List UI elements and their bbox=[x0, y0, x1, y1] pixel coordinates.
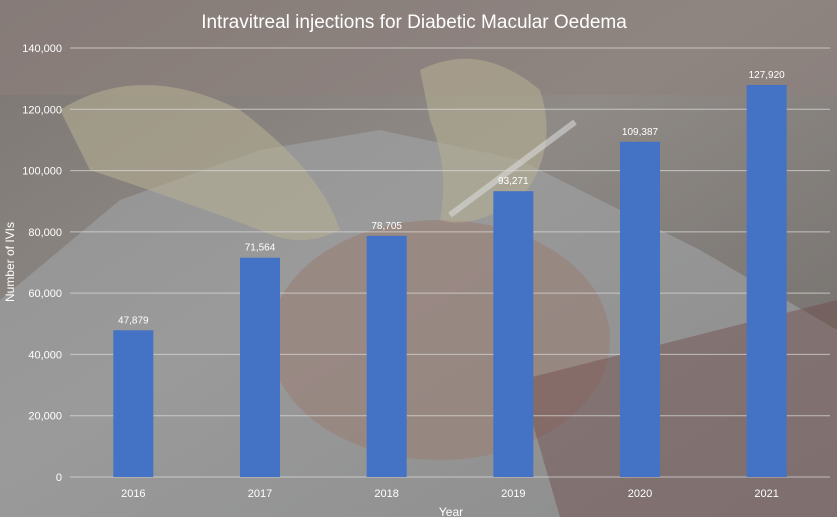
y-tick-label: 0 bbox=[56, 472, 62, 484]
y-axis-tick-labels: 0 20,000 40,000 60,000 80,000 100,000 120,000 1… bbox=[22, 43, 62, 484]
gridlines bbox=[70, 47, 830, 478]
data-label-2018: 78,705 bbox=[371, 221, 402, 232]
y-tick-label: 80,000 bbox=[28, 227, 62, 239]
data-label-2021: 127,920 bbox=[749, 70, 786, 81]
bar-2016 bbox=[113, 330, 154, 477]
x-tick-label-2021: 2021 bbox=[754, 488, 778, 500]
data-label-2019: 93,271 bbox=[498, 176, 529, 187]
x-tick-label-2017: 2017 bbox=[248, 488, 272, 500]
y-tick-label: 100,000 bbox=[22, 166, 62, 178]
bar-2017 bbox=[240, 257, 280, 477]
chart-title: Intravitreal injections for Diabetic Mac… bbox=[201, 12, 627, 33]
y-tick-label: 60,000 bbox=[28, 288, 62, 300]
data-label-2016: 47,879 bbox=[118, 315, 149, 326]
bar-2021 bbox=[746, 85, 787, 477]
x-tick-label-2020: 2020 bbox=[628, 488, 652, 500]
y-tick-label: 140,000 bbox=[22, 43, 62, 55]
bars: 47,879 71,564 78,705 93,271 109,387 127,920 bbox=[113, 70, 787, 477]
x-tick-label-2019: 2019 bbox=[501, 488, 525, 500]
x-tick-label-2018: 2018 bbox=[374, 488, 398, 500]
data-label-2020: 109,387 bbox=[622, 127, 659, 138]
bar-2018 bbox=[366, 235, 407, 477]
bar-2020 bbox=[620, 141, 660, 477]
y-tick-label: 120,000 bbox=[22, 104, 62, 116]
x-axis-label: Year bbox=[439, 505, 463, 517]
y-tick-label: 20,000 bbox=[28, 411, 62, 423]
x-tick-label-2016: 2016 bbox=[121, 488, 145, 500]
data-label-2017: 71,564 bbox=[245, 243, 276, 254]
y-tick-label: 40,000 bbox=[28, 349, 62, 361]
bar-2019 bbox=[493, 191, 534, 477]
y-axis-label: Number of IVIs bbox=[3, 222, 17, 302]
x-axis-tick-labels: 2016 2017 2018 2019 2020 2021 bbox=[121, 488, 779, 500]
